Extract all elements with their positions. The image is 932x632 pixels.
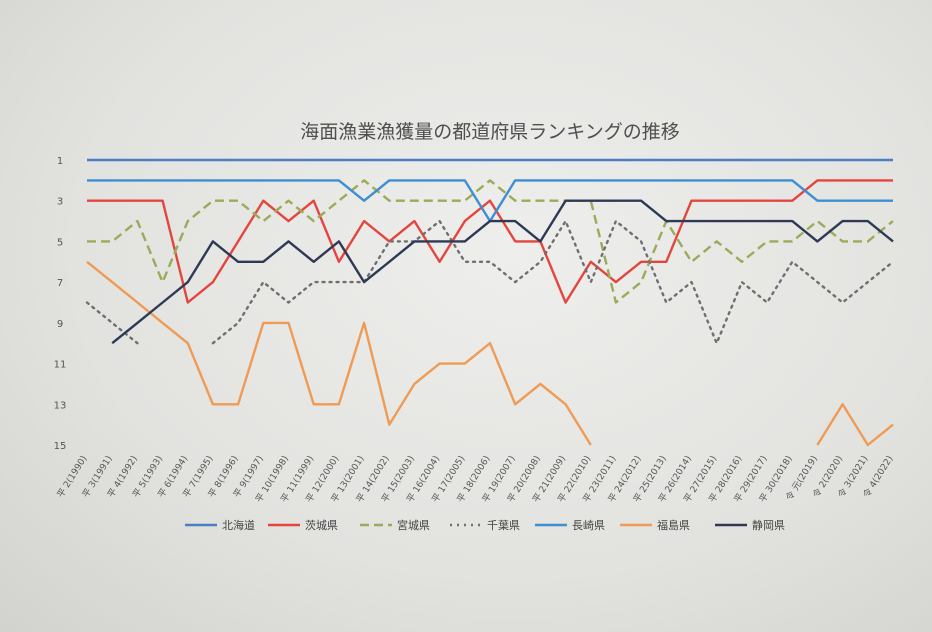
y-tick-label: 3 [57,197,63,208]
legend-label: 静岡県 [752,518,785,532]
legend-label: 宮城県 [397,518,430,532]
legend: 北海道 茨城県 宮城県 千葉県 長崎県 福島県 静岡県 [185,518,785,532]
y-tick-label: 7 [57,278,63,289]
legend-label: 千葉県 [487,518,520,532]
series-line [87,179,894,304]
x-axis: 平 2(1990)平 3(1991)平 4(1992)平 5(1993)平 6(… [55,453,896,505]
y-tick-label: 1 [57,156,63,167]
y-tick-label: 11 [54,360,67,371]
y-tick-label: 13 [54,400,67,411]
series-line [87,179,893,304]
y-tick-label: 5 [57,237,63,248]
series-line [85,219,895,345]
series-line [111,199,894,345]
plot-area [85,158,895,447]
y-tick-label: 9 [57,319,63,330]
series-line [86,260,894,447]
y-tick-label: 15 [54,441,67,452]
legend-label: 北海道 [222,518,255,532]
legend-label: 福島県 [657,518,690,532]
legend-label: 茨城県 [305,518,338,532]
chart-title: 海面漁業漁獲量の都道府県ランキングの推移 [300,121,679,143]
legend-label: 長崎県 [572,518,605,532]
